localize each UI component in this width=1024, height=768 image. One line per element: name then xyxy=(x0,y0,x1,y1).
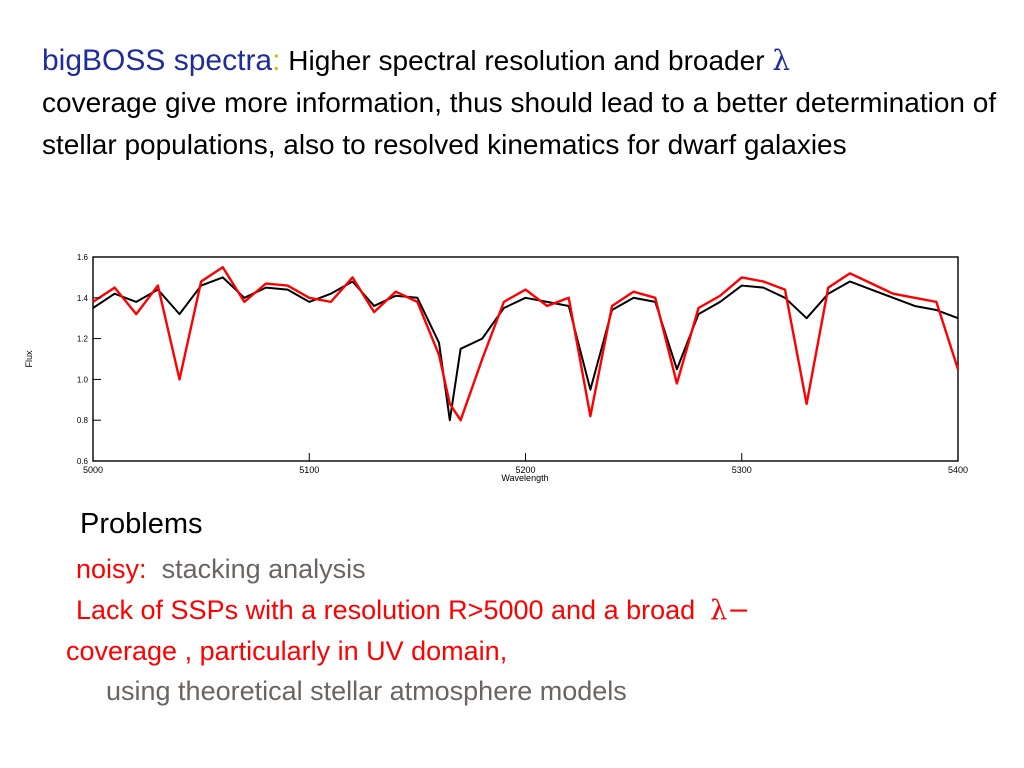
x-tick-label: 5100 xyxy=(299,465,319,475)
y-tick-label: 1.4 xyxy=(77,294,89,303)
heading-text-1: Higher spectral resolution and broader xyxy=(280,45,773,76)
spectrum-series-1 xyxy=(92,276,959,422)
y-axis-label: Flux xyxy=(24,350,34,368)
theory-line: using theoretical stellar atmosphere mod… xyxy=(106,676,627,706)
y-tick-label: 1.0 xyxy=(77,375,89,384)
lack-text-1: Lack of SSPs with a resolution R>5000 an… xyxy=(76,595,696,625)
y-tick-label: 0.6 xyxy=(77,457,89,466)
y-tick-label: 1.2 xyxy=(77,335,89,344)
series-layer xyxy=(92,266,960,422)
heading-colon: : xyxy=(272,44,281,77)
x-tick-label: 5200 xyxy=(515,465,535,475)
noisy-line: noisy: stacking analysis xyxy=(76,554,366,585)
lack-line-2: coverage , particularly in UV domain, xyxy=(66,636,508,666)
y-tick-label: 1.6 xyxy=(77,253,89,262)
noisy-text: stacking analysis xyxy=(161,554,366,584)
spectrum-chart: 5000 5100 5200 5300 5400 0.6 0.8 1.0 1.2 1.4 1.6 W… xyxy=(24,253,968,483)
x-tick-label: 5400 xyxy=(948,465,968,475)
problems-title: Problems xyxy=(80,508,203,540)
tick-layer: 5000 5100 5200 5300 5400 0.6 0.8 1.0 1.2 1.4 1.6 xyxy=(77,253,968,475)
lambda-dash-symbol: λ− xyxy=(710,595,750,626)
x-axis-label: Wavelength xyxy=(501,473,548,483)
lack-line-1: Lack of SSPs with a resolution R>5000 an… xyxy=(76,595,750,626)
lambda-symbol: λ xyxy=(772,44,791,77)
y-tick-label: 0.8 xyxy=(77,416,89,425)
heading-lead: bigBOSS spectra xyxy=(42,44,273,77)
slide-heading: bigBOSS spectra: Higher spectral resolut… xyxy=(42,40,1002,166)
spectrum-series-2 xyxy=(92,266,960,422)
heading-text-2: coverage give more information, thus sho… xyxy=(42,87,997,160)
noisy-label: noisy: xyxy=(76,554,147,584)
x-tick-label: 5300 xyxy=(732,465,752,475)
x-tick-label: 5000 xyxy=(83,465,103,475)
